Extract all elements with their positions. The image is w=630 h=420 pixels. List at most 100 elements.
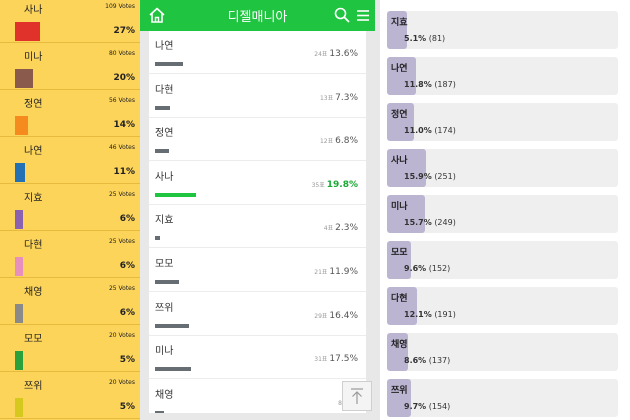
option-stat: 21표 11.9% (314, 267, 358, 277)
result-row[interactable]: 정연 11.0% (174) (387, 103, 618, 141)
vote-count: 4표 (323, 225, 334, 233)
vote-count: 80 Votes (108, 50, 135, 57)
vote-count: (191) (434, 310, 456, 319)
result-row[interactable]: 지효 5.1% (81) (387, 11, 618, 49)
option-stat: 4표 2.3% (324, 223, 358, 233)
option-name: 쯔위 (391, 386, 408, 396)
search-icon[interactable] (332, 5, 352, 25)
left-poll-panel: 사나 109 Votes 27% 미나 80 Votes 20% 정연 56 Votes 14%… (0, 0, 140, 420)
result-bar (387, 103, 414, 141)
result-bar (387, 11, 407, 49)
vote-count: (81) (428, 34, 446, 43)
left-poll-row[interactable]: 채영 25 Votes 6% (0, 282, 140, 325)
result-bar (387, 287, 417, 325)
option-name: 쯔위 (155, 302, 174, 314)
result-bar (387, 379, 411, 417)
result-row[interactable]: 나연 11.8% (187) (387, 57, 618, 95)
vote-bar (155, 280, 180, 284)
vote-count: (251) (434, 172, 456, 181)
vote-bar (155, 367, 191, 372)
result-stat: 15.9% (251) (404, 172, 456, 181)
option-name: 나연 (155, 41, 174, 52)
vote-percent: 6% (119, 308, 135, 318)
result-bar (387, 241, 411, 279)
vote-percent: 13.6% (329, 49, 358, 59)
vote-bar (15, 351, 23, 370)
option-name: 미나 (391, 202, 408, 212)
vote-percent: 19.8% (326, 179, 358, 190)
vote-percent: 17.5% (329, 354, 358, 365)
left-poll-row[interactable]: 사나 109 Votes 27% (0, 0, 140, 43)
poll-option[interactable]: 모모 21표 11.9% (149, 249, 366, 292)
vote-bar (155, 192, 196, 197)
result-stat: 9.6% (152) (404, 264, 450, 273)
vote-bar (15, 257, 23, 276)
option-name: 지효 (391, 18, 408, 28)
vote-bar (155, 236, 160, 241)
vote-percent: 9.6% (404, 264, 427, 273)
vote-count: 20 Votes (108, 332, 135, 339)
option-name: 미나 (155, 346, 174, 358)
option-name: 정연 (24, 99, 43, 110)
result-bar (387, 149, 426, 187)
result-row[interactable]: 미나 15.7% (249) (387, 195, 618, 233)
vote-count: 20 Votes (108, 379, 135, 386)
menu-icon[interactable] (353, 5, 373, 25)
option-stat: 13표 7.3% (320, 93, 358, 103)
result-bar (387, 57, 416, 95)
vote-percent: 14% (113, 120, 135, 130)
vote-count: 25 Votes (108, 285, 135, 292)
result-row[interactable]: 쯔위 9.7% (154) (387, 379, 618, 417)
vote-percent: 15.9% (404, 172, 432, 181)
poll-option[interactable]: 미나 31표 17.5% (149, 336, 366, 380)
poll-option[interactable]: 쯔위 29표 16.4% (149, 293, 366, 336)
home-icon[interactable] (147, 5, 167, 25)
result-stat: 12.1% (191) (404, 310, 456, 319)
vote-count: 25 Votes (108, 238, 135, 245)
left-poll-row[interactable]: 미나 80 Votes 20% (0, 47, 140, 90)
vote-bar (155, 62, 183, 66)
option-name: 지효 (155, 215, 174, 227)
vote-count: 109 Votes (105, 3, 135, 10)
poll-option[interactable]: 다현 13표 7.3% (149, 75, 366, 118)
option-stat: 35표 19.8% (312, 180, 358, 190)
app-header: 디젤매니아 (140, 0, 375, 31)
vote-percent: 6.8% (335, 136, 358, 147)
vote-bar (15, 69, 34, 88)
vote-percent: 11.8% (404, 80, 432, 89)
result-stat: 9.7% (154) (404, 402, 450, 411)
poll-option[interactable]: 지효 4표 2.3% (149, 205, 366, 249)
vote-count: 46 Votes (108, 144, 135, 151)
vote-percent: 2.3% (335, 223, 358, 234)
left-poll-row[interactable]: 지효 25 Votes 6% (0, 188, 140, 231)
vote-percent: 20% (113, 73, 135, 83)
vote-percent: 27% (113, 26, 135, 36)
vote-percent: 15.7% (404, 218, 432, 227)
poll-option[interactable]: 정연 12표 6.8% (149, 118, 366, 162)
option-name: 나연 (391, 64, 408, 74)
result-row[interactable]: 사나 15.9% (251) (387, 149, 618, 187)
scroll-to-top-button[interactable] (342, 381, 372, 411)
vote-count: (154) (428, 402, 451, 411)
vote-bar (15, 210, 23, 229)
poll-option[interactable]: 채영8표4. (149, 380, 366, 413)
option-name: 다현 (155, 84, 174, 96)
result-row[interactable]: 채영 8.6% (137) (387, 333, 618, 371)
left-poll-row[interactable]: 쯔위 20 Votes 5% (0, 376, 140, 419)
vote-count: 31표 (314, 356, 328, 364)
left-poll-row[interactable]: 모모 20 Votes 5% (0, 329, 140, 372)
left-poll-row[interactable]: 다현 25 Votes 6% (0, 235, 140, 278)
option-name: 나연 (24, 146, 43, 157)
vote-bar (155, 149, 169, 154)
poll-option[interactable]: 사나 35표 19.8% (149, 162, 366, 205)
left-poll-row[interactable]: 나연 46 Votes 11% (0, 141, 140, 184)
vote-percent: 8.6% (404, 356, 427, 365)
result-row[interactable]: 모모 9.6% (152) (387, 241, 618, 279)
result-row[interactable]: 다현 12.1% (191) (387, 287, 618, 325)
left-poll-row[interactable]: 정연 56 Votes 14% (0, 94, 140, 137)
vote-bar (15, 163, 26, 182)
vote-percent: 12.1% (404, 310, 432, 319)
vote-bar (15, 398, 23, 417)
poll-option[interactable]: 나연 24표 13.6% (149, 31, 366, 74)
